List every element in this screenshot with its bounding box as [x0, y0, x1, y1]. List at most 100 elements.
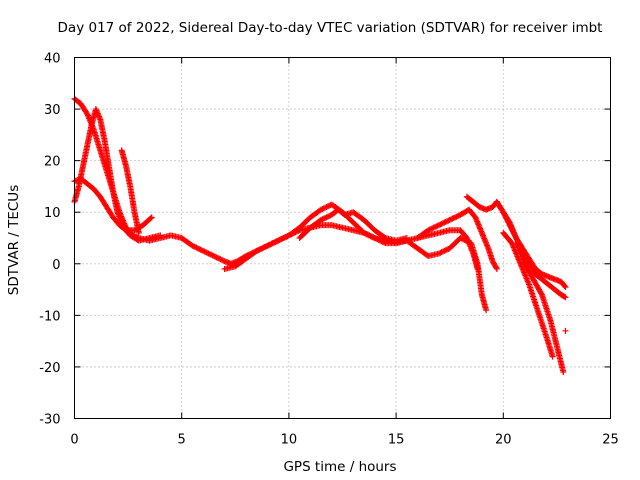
data-point	[326, 213, 333, 220]
data-point	[216, 255, 223, 262]
data-point	[272, 238, 279, 245]
data-point	[322, 215, 329, 222]
data-point	[465, 238, 472, 245]
y-axis-label: SDTVAR / TECUs	[6, 185, 22, 295]
data-point	[440, 248, 446, 255]
data-point	[189, 242, 196, 249]
data-point	[460, 236, 467, 243]
data-point	[360, 229, 367, 236]
data-point	[493, 264, 500, 271]
series-trace-j	[500, 229, 556, 360]
data-point	[209, 252, 216, 259]
data-point	[433, 223, 440, 230]
grid	[74, 57, 611, 419]
data-point	[441, 247, 448, 254]
data-point	[135, 229, 142, 236]
data-point	[560, 369, 567, 376]
data-point	[446, 216, 453, 223]
data-point	[426, 226, 433, 233]
data-point	[324, 213, 331, 220]
data-point	[280, 235, 287, 241]
data-point	[450, 215, 457, 222]
data-point	[430, 224, 437, 231]
data-point	[429, 225, 436, 232]
data-point	[318, 216, 325, 223]
data-point	[208, 251, 215, 258]
data-point	[190, 243, 197, 250]
data-point	[441, 219, 448, 226]
data-point	[318, 206, 325, 213]
x-tick-label: 5	[178, 433, 186, 448]
data-point	[268, 240, 275, 247]
y-tick-label: -10	[39, 309, 60, 324]
data-point	[279, 235, 286, 242]
data-point	[275, 237, 282, 244]
data-point	[438, 220, 445, 227]
data-point	[370, 234, 377, 241]
data-point	[204, 249, 211, 256]
series-trace-f	[296, 206, 410, 244]
data-point	[198, 247, 205, 254]
data-point	[437, 221, 444, 228]
data-point	[403, 235, 410, 241]
series-trace-c	[71, 175, 155, 234]
data-point	[194, 245, 201, 252]
data-point	[264, 242, 271, 249]
data-point	[196, 245, 203, 252]
chart-title: Day 017 of 2022, Sidereal Day-to-day VTE…	[58, 20, 603, 36]
data-point	[319, 216, 326, 223]
data-point	[367, 233, 374, 240]
data-point	[452, 214, 459, 221]
data-point	[256, 246, 263, 253]
data-point	[276, 236, 283, 243]
y-tick-label: 20	[44, 155, 61, 170]
data-point	[538, 290, 545, 297]
x-tick-label: 0	[70, 433, 78, 448]
x-tick-label: 20	[495, 433, 512, 448]
x-tick-label: 10	[281, 433, 298, 448]
data-point	[493, 265, 500, 272]
series-trace-i	[493, 198, 569, 290]
x-tick-label: 15	[388, 433, 405, 448]
data-point	[265, 242, 272, 249]
data-point	[269, 240, 276, 247]
data-point	[381, 234, 388, 241]
series-trace-d	[118, 147, 142, 236]
data-point	[214, 254, 221, 261]
data-points	[71, 95, 569, 376]
data-point	[437, 249, 444, 256]
data-point	[197, 246, 204, 253]
data-point	[320, 215, 327, 222]
axis-ticks: 0 5 10 15 20 25 -30 -20 -10 0 10 20 30 40	[39, 52, 619, 448]
data-point	[319, 205, 326, 212]
data-point	[454, 213, 461, 220]
data-point	[373, 235, 379, 242]
y-tick-label: 10	[44, 206, 61, 221]
data-point	[157, 232, 164, 239]
data-point	[192, 244, 199, 251]
data-point	[283, 233, 290, 240]
data-point	[442, 218, 449, 225]
data-point	[364, 231, 371, 238]
data-point	[438, 249, 445, 256]
data-point	[562, 327, 569, 334]
data-point	[213, 254, 220, 261]
data-point	[148, 214, 155, 221]
y-tick-label: 30	[44, 103, 61, 118]
data-point	[445, 217, 452, 224]
data-point	[320, 205, 327, 212]
data-point	[434, 222, 441, 229]
series-trace-e	[221, 201, 490, 314]
data-point	[561, 282, 568, 289]
data-point	[464, 238, 471, 245]
data-point	[363, 231, 370, 238]
x-axis-label: GPS time / hours	[283, 459, 396, 475]
series-trace-l	[562, 327, 569, 334]
data-point	[448, 216, 455, 223]
data-point	[431, 224, 438, 231]
data-point	[427, 225, 434, 232]
series-trace-g	[414, 206, 500, 272]
series-trace-k	[513, 240, 567, 376]
data-point	[377, 237, 384, 244]
